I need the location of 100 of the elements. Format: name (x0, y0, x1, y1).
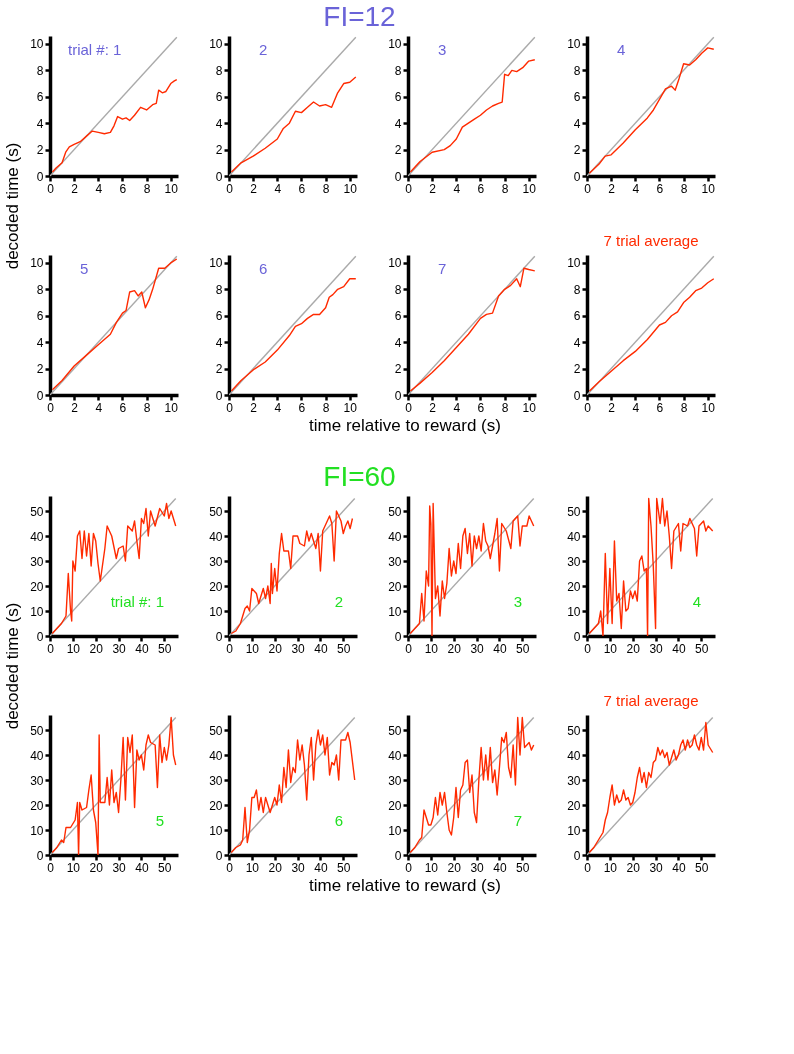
y-tick-label: 0 (36, 629, 44, 644)
y-tick-label: 0 (36, 169, 44, 184)
x-tick-label: 10 (245, 641, 260, 656)
y-tick-label: 2 (36, 143, 44, 158)
y-tick-label: 20 (209, 579, 223, 594)
y-tick-label: 0 (394, 629, 402, 644)
y-tick-label: 6 (36, 309, 44, 324)
y-tick-label: 10 (30, 37, 44, 52)
y-tick-label: 0 (36, 388, 44, 403)
y-tick-label: 0 (215, 388, 223, 403)
x-tick-label: 20 (89, 641, 104, 656)
y-tick-label: 20 (388, 579, 402, 594)
y-tick-label: 0 (215, 169, 223, 184)
x-tick-label: 0 (226, 400, 234, 415)
x-tick-label: 40 (672, 860, 686, 875)
y-tick-label: 0 (394, 169, 402, 184)
x-tick-label: 0 (405, 860, 413, 875)
y-tick-label: 10 (209, 604, 223, 619)
y-tick-label: 10 (209, 256, 223, 271)
y-tick-label: 40 (567, 529, 581, 544)
y-tick-label: 4 (215, 335, 223, 350)
x-tick-label: 40 (135, 641, 149, 656)
line-series (230, 278, 357, 392)
x-tick-label: 10 (343, 181, 358, 196)
y-tick-label: 4 (394, 335, 402, 350)
x-tick-label: 10 (245, 860, 260, 875)
annotation: 4 (617, 41, 626, 58)
x-tick-label: 40 (493, 641, 507, 656)
annotation: 6 (334, 812, 343, 829)
y-tick-label: 2 (36, 362, 44, 377)
y-tick-label: 10 (567, 256, 581, 271)
y-tick-label: 8 (215, 63, 223, 78)
y-tick-label: 30 (388, 554, 402, 569)
y-tick-label: 8 (573, 63, 581, 78)
y-tick-label: 8 (36, 63, 44, 78)
x-tick-label: 40 (314, 641, 328, 656)
x-tick-label: 6 (656, 181, 664, 196)
x-tick-label: 6 (298, 181, 306, 196)
y-tick-label: 6 (394, 90, 402, 105)
x-tick-label: 20 (89, 860, 104, 875)
x-tick-label: 10 (424, 860, 439, 875)
x-tick-label: 2 (250, 400, 258, 415)
y-tick-label: 30 (209, 773, 223, 788)
y-tick-label: 10 (209, 37, 223, 52)
y-tick-label: 20 (388, 798, 402, 813)
y-tick-label: 0 (394, 388, 402, 403)
x-tick-label: 0 (584, 181, 592, 196)
y-tick-label: 8 (394, 63, 402, 78)
y-tick-label: 40 (30, 748, 44, 763)
y-tick-label: 10 (30, 256, 44, 271)
text: 7 trial average (603, 232, 699, 249)
y-tick-label: 30 (30, 554, 44, 569)
y-tick-label: 40 (30, 529, 44, 544)
x-tick-label: 40 (314, 860, 328, 875)
x-tick-label: 10 (164, 181, 179, 196)
x-tick-label: 4 (274, 400, 282, 415)
y-tick-label: 50 (567, 723, 581, 738)
x-tick-label: 0 (584, 860, 592, 875)
y-tick-label: 10 (209, 823, 223, 838)
x-tick-label: 20 (268, 860, 283, 875)
x-tick-label: 4 (453, 400, 461, 415)
y-tick-label: 0 (573, 629, 581, 644)
y-tick-label: 30 (30, 773, 44, 788)
text: time relative to reward (s) (309, 876, 501, 895)
y-tick-label: 4 (573, 335, 581, 350)
y-tick-label: 20 (30, 798, 44, 813)
x-tick-label: 10 (522, 181, 537, 196)
x-tick-label: 0 (226, 860, 234, 875)
x-tick-label: 10 (701, 181, 716, 196)
x-tick-label: 0 (47, 641, 55, 656)
x-tick-label: 30 (649, 860, 664, 875)
x-tick-label: 50 (337, 860, 351, 875)
x-tick-label: 10 (603, 860, 618, 875)
x-tick-label: 0 (584, 641, 592, 656)
y-tick-label: 30 (388, 773, 402, 788)
y-tick-label: 10 (567, 823, 581, 838)
y-tick-label: 0 (215, 848, 223, 863)
x-tick-label: 10 (701, 400, 716, 415)
annotation: 6 (259, 260, 268, 277)
y-tick-label: 6 (573, 90, 581, 105)
x-tick-label: 20 (626, 641, 641, 656)
y-tick-label: 8 (573, 282, 581, 297)
y-tick-label: 50 (30, 504, 44, 519)
y-tick-label: 2 (394, 143, 402, 158)
y-tick-label: 2 (394, 362, 402, 377)
x-tick-label: 50 (337, 641, 351, 656)
y-tick-label: 6 (215, 309, 223, 324)
y-tick-label: 30 (209, 554, 223, 569)
line-series (230, 76, 357, 173)
x-tick-label: 0 (405, 400, 413, 415)
x-tick-label: 8 (680, 400, 688, 415)
y-tick-label: 20 (30, 579, 44, 594)
x-tick-label: 30 (112, 641, 127, 656)
y-tick-label: 2 (573, 143, 581, 158)
x-tick-label: 30 (649, 641, 664, 656)
y-tick-label: 50 (30, 723, 44, 738)
x-tick-label: 4 (95, 400, 103, 415)
y-tick-label: 4 (215, 116, 223, 131)
y-tick-label: 30 (567, 554, 581, 569)
y-tick-label: 50 (388, 723, 402, 738)
